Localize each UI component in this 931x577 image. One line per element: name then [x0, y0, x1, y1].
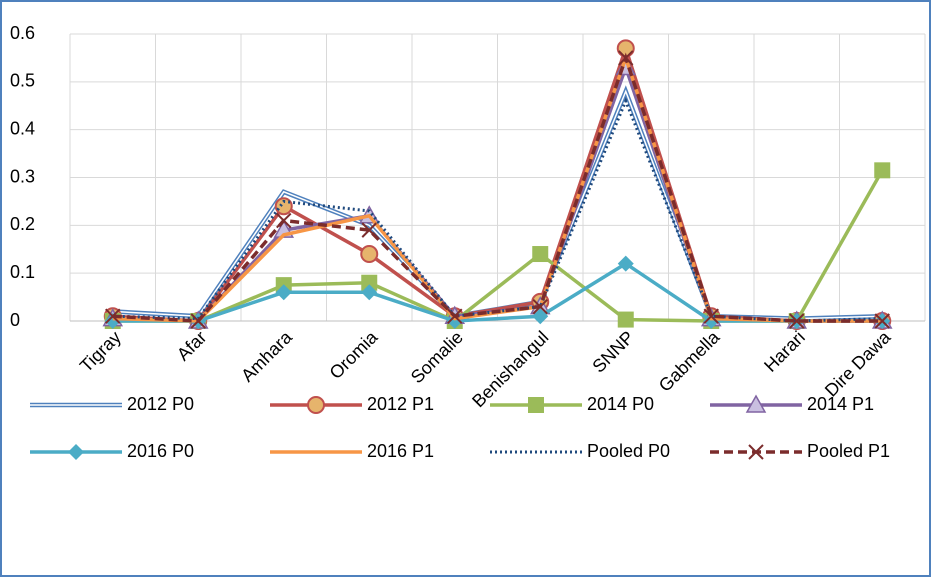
legend-label: 2012 P1: [367, 394, 434, 414]
marker: [361, 284, 378, 301]
y-tick-label: 0.6: [10, 23, 35, 43]
marker: [703, 308, 719, 324]
marker: [532, 298, 548, 315]
y-tick-label: 0: [10, 310, 20, 330]
marker: [361, 274, 378, 291]
marker: [105, 308, 121, 324]
legend-label: Pooled P0: [587, 441, 670, 461]
legend-label: 2012 P0: [127, 394, 194, 414]
marker: [617, 311, 634, 328]
legend-item: 2014 P1: [710, 394, 874, 414]
legend-label: 2016 P0: [127, 441, 194, 461]
marker: [190, 313, 206, 329]
legend-item: 2012 P1: [270, 394, 434, 414]
marker: [276, 212, 292, 229]
y-tick-label: 0.5: [10, 71, 35, 91]
marker: [745, 394, 767, 413]
marker: [361, 222, 377, 238]
legend-item: 2012 P0: [30, 394, 194, 414]
legend-item: Pooled P0: [490, 441, 670, 461]
legend-label: Pooled P1: [807, 441, 890, 461]
marker: [274, 197, 293, 216]
marker: [618, 50, 634, 66]
legend-item: 2016 P0: [30, 441, 194, 461]
legend-label: 2016 P1: [367, 441, 434, 461]
marker: [307, 396, 325, 414]
marker: [789, 313, 805, 329]
marker: [532, 246, 549, 263]
series: [105, 50, 890, 329]
marker: [874, 313, 890, 329]
legend-label: 2014 P0: [587, 394, 654, 414]
marker: [360, 245, 379, 264]
y-tick-label: 0.4: [10, 118, 35, 138]
marker: [874, 162, 891, 179]
marker: [528, 397, 544, 413]
marker: [532, 308, 549, 325]
y-tick-label: 0.1: [10, 262, 35, 282]
y-tick-label: 0.2: [10, 214, 35, 234]
marker: [748, 444, 764, 460]
marker: [68, 444, 84, 460]
marker: [275, 284, 292, 301]
marker: [617, 255, 634, 272]
y-tick-label: 0.3: [10, 166, 35, 186]
marker: [447, 308, 463, 324]
legend-item: 2016 P1: [270, 441, 434, 461]
line: [112, 52, 883, 323]
legend-item: 2014 P0: [490, 394, 654, 414]
legend-item: Pooled P1: [710, 441, 890, 461]
legend-label: 2014 P1: [807, 394, 874, 414]
